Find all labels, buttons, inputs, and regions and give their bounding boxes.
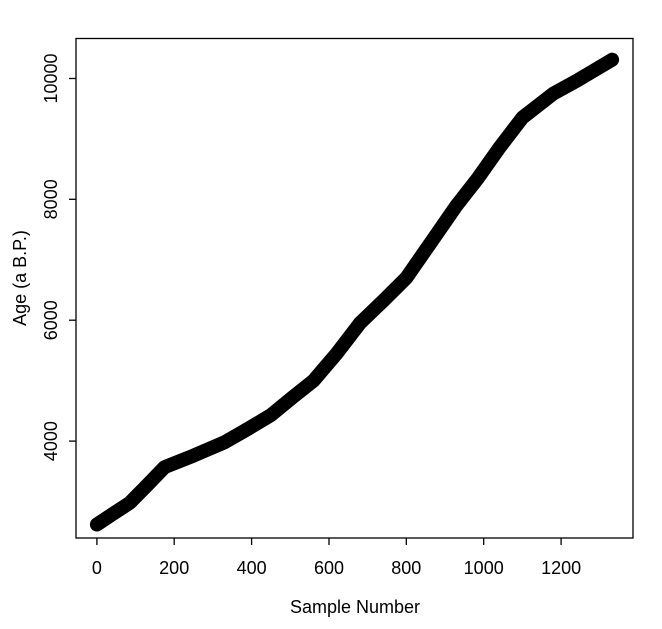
x-tick-label: 0 xyxy=(92,558,102,578)
x-tick-label: 200 xyxy=(159,558,189,578)
y-tick-label: 8000 xyxy=(41,179,61,219)
age-depth-curve xyxy=(89,52,620,532)
x-axis: 0 200 400 600 800 1000 1200 xyxy=(92,538,581,578)
y-tick-label: 10000 xyxy=(41,53,61,103)
y-tick-label: 4000 xyxy=(41,421,61,461)
x-tick-label: 400 xyxy=(237,558,267,578)
x-tick-label: 800 xyxy=(391,558,421,578)
x-tick-label: 600 xyxy=(314,558,344,578)
y-axis: 4000 6000 8000 10000 xyxy=(41,53,76,461)
y-tick-label: 6000 xyxy=(41,300,61,340)
y-axis-title: Age (a B.P.) xyxy=(10,230,30,326)
plot-box xyxy=(75,37,634,539)
x-tick-label: 1000 xyxy=(464,558,504,578)
x-axis-title: Sample Number xyxy=(290,597,420,617)
x-tick-label: 1200 xyxy=(541,558,581,578)
